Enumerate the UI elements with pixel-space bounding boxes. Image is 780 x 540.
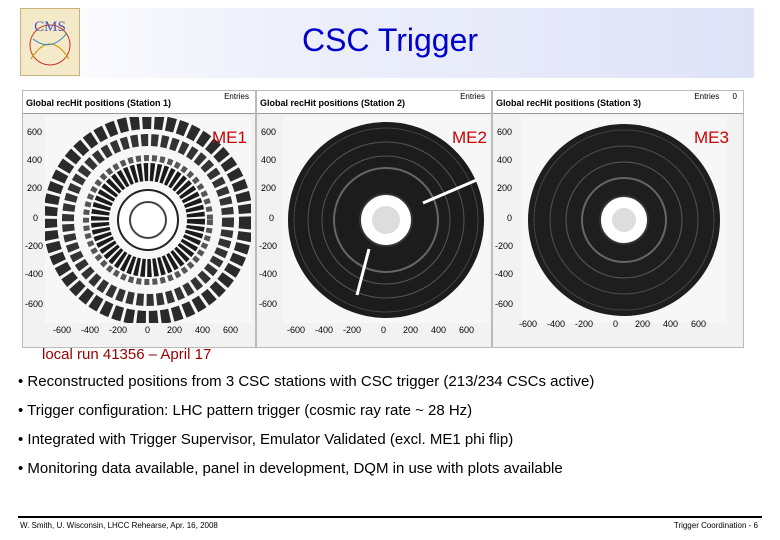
- y-tick: 200: [261, 183, 277, 193]
- rechit-plot: [283, 117, 489, 323]
- panel-header: Global recHit positions (Station 2) Entr…: [257, 91, 491, 114]
- x-tick: -400: [81, 325, 100, 335]
- station-label-me3: ME3: [694, 128, 729, 147]
- bullet-item: • Monitoring data available, panel in de…: [18, 460, 563, 477]
- x-tick: -200: [109, 325, 128, 335]
- y-tick: -600: [259, 299, 278, 309]
- x-tick: 200: [167, 325, 183, 335]
- y-tick: 600: [261, 127, 277, 137]
- bullet-item: • Trigger configuration: LHC pattern tri…: [18, 402, 473, 419]
- panel-heading: Global recHit positions (Station 3): [496, 98, 642, 108]
- y-tick: 400: [261, 155, 277, 165]
- panel-header: Global recHit positions (Station 3) Entr…: [493, 91, 743, 114]
- logo-text: CMS: [34, 19, 66, 35]
- x-tick: 600: [459, 325, 475, 335]
- plot-panel-station-2: Global recHit positions (Station 2) Entr…: [256, 90, 492, 348]
- y-tick: -400: [259, 269, 278, 279]
- run-label: local run 41356 – April 17: [42, 346, 212, 363]
- panel-header: Global recHit positions (Station 1) Entr…: [23, 91, 255, 114]
- y-tick: 200: [27, 183, 43, 193]
- entries-value: 0: [732, 92, 737, 101]
- cms-logo: CMS: [20, 8, 80, 76]
- y-tick: 600: [497, 127, 513, 137]
- y-tick: 0: [269, 213, 275, 223]
- bullet-list: • Reconstructed positions from 3 CSC sta…: [18, 374, 594, 490]
- bullet-item: • Reconstructed positions from 3 CSC sta…: [18, 373, 595, 390]
- x-tick: 400: [195, 325, 211, 335]
- y-tick: -600: [495, 299, 514, 309]
- y-tick: -600: [25, 299, 44, 309]
- bullet-item: • Integrated with Trigger Supervisor, Em…: [18, 431, 514, 448]
- title-band: [18, 8, 754, 78]
- panel-heading: Global recHit positions (Station 2): [260, 98, 406, 108]
- x-tick: -200: [575, 319, 594, 329]
- y-tick: -200: [259, 241, 278, 251]
- entries-label: Entries 0: [694, 92, 737, 101]
- y-tick: -200: [495, 241, 514, 251]
- entries-label: Entries: [224, 92, 249, 101]
- rechit-plot: [45, 117, 251, 323]
- y-tick: 0: [33, 213, 39, 223]
- x-tick: -600: [519, 319, 538, 329]
- x-tick: -600: [53, 325, 72, 335]
- footer-page: Trigger Coordination - 6: [673, 521, 758, 530]
- y-tick: 400: [497, 155, 513, 165]
- x-tick: 0: [613, 319, 619, 329]
- x-tick: -200: [343, 325, 362, 335]
- x-tick: 400: [663, 319, 679, 329]
- plot-panel-station-3: Global recHit positions (Station 3) Entr…: [492, 90, 744, 348]
- y-tick: -400: [495, 269, 514, 279]
- footer-rule: [18, 516, 762, 518]
- y-tick: 200: [497, 183, 513, 193]
- entries-label-text: Entries: [694, 92, 720, 101]
- y-tick: 600: [27, 127, 43, 137]
- x-tick: 400: [431, 325, 447, 335]
- x-tick: 0: [381, 325, 387, 335]
- plot-panel-station-1: Global recHit positions (Station 1) Entr…: [22, 90, 256, 348]
- x-tick: 200: [403, 325, 419, 335]
- y-tick: 0: [507, 213, 513, 223]
- rechit-plot: [521, 117, 727, 323]
- x-tick: 200: [635, 319, 651, 329]
- panel-heading: Global recHit positions (Station 1): [26, 98, 172, 108]
- x-tick: -600: [287, 325, 306, 335]
- y-tick: -200: [25, 241, 44, 251]
- x-tick: -400: [547, 319, 566, 329]
- x-tick: 600: [223, 325, 239, 335]
- station-label-me2: ME2: [452, 128, 487, 147]
- entries-label: Entries: [460, 92, 485, 101]
- x-tick: -400: [315, 325, 334, 335]
- slide-title: CSC Trigger: [301, 22, 479, 58]
- x-tick: 0: [145, 325, 151, 335]
- footer-author: W. Smith, U. Wisconsin, LHCC Rehearse, A…: [20, 521, 218, 530]
- y-tick: 400: [27, 155, 43, 165]
- y-tick: -400: [25, 269, 44, 279]
- station-label-me1: ME1: [212, 128, 247, 147]
- x-tick: 600: [691, 319, 707, 329]
